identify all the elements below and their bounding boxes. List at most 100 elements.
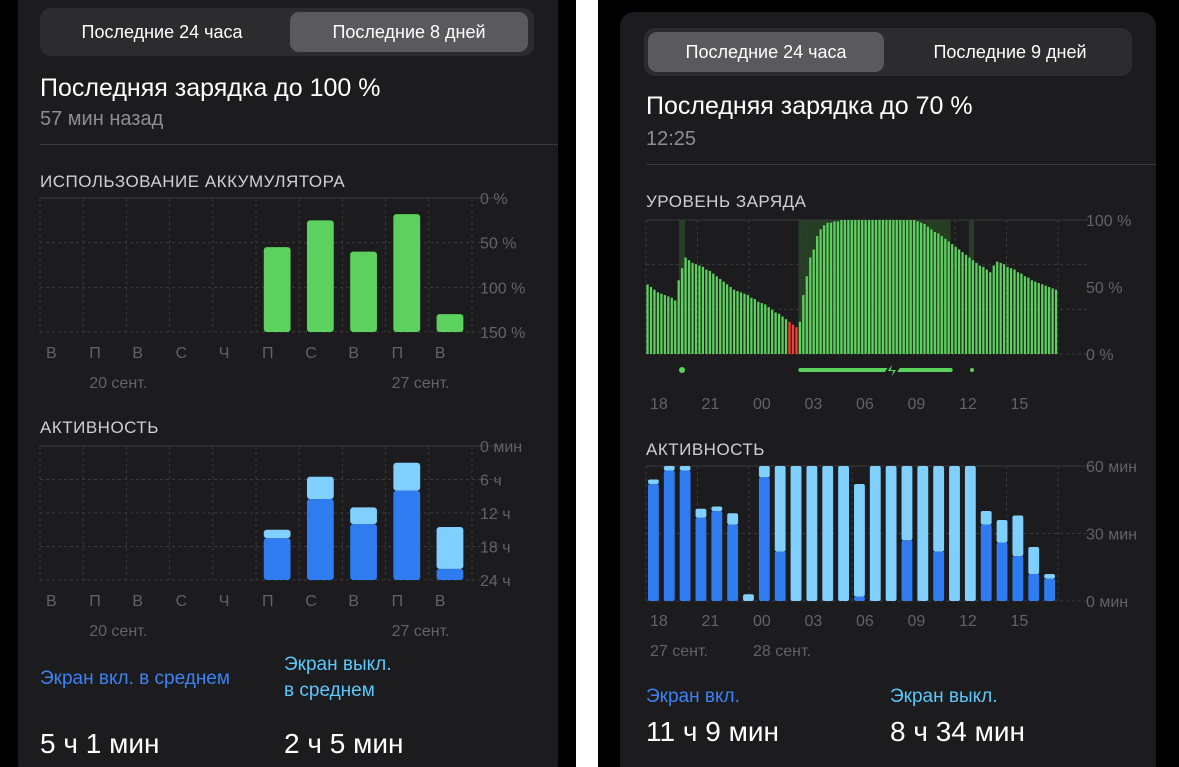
level-bar <box>726 284 729 354</box>
bar <box>806 466 818 601</box>
x-tick-label: П <box>392 593 404 610</box>
battery-usage-heading: ИСПОЛЬЗОВАНИЕ АККУМУЛЯТОРА <box>40 172 346 191</box>
level-bar <box>646 284 649 354</box>
bar <box>774 551 786 601</box>
x-tick-label: 03 <box>805 396 823 413</box>
bar <box>838 466 849 601</box>
battery-level-heading: УРОВЕНЬ ЗАРЯДА <box>646 192 807 211</box>
level-bar <box>971 260 975 354</box>
level-bar <box>968 257 971 354</box>
level-bar <box>947 241 950 354</box>
tab-last-24-hours[interactable]: Последние 24 часа <box>81 21 243 42</box>
bar <box>980 511 992 525</box>
level-bar <box>694 264 698 354</box>
last-charge-title: Последняя зарядка до 100 % <box>40 74 381 102</box>
level-bar <box>802 295 805 354</box>
level-bar <box>926 226 930 354</box>
level-bar <box>722 281 725 354</box>
tab-last-8-days[interactable]: Последние 8 дней <box>290 12 528 52</box>
level-bar <box>712 273 715 354</box>
bar <box>933 551 945 601</box>
level-bar <box>1016 272 1020 354</box>
level-bar <box>1030 280 1033 354</box>
level-bar <box>764 304 767 354</box>
level-bar <box>670 297 673 354</box>
screen-on-label: Экран вкл. <box>646 686 740 707</box>
date-label: 20 сент. <box>89 623 147 640</box>
level-bar <box>736 291 739 354</box>
bar <box>306 220 334 332</box>
screen-off-value: 8 ч 34 мин <box>890 716 1025 747</box>
level-bar <box>909 220 912 354</box>
level-bar <box>750 297 753 354</box>
level-bar <box>867 220 871 354</box>
level-bar <box>899 220 902 354</box>
y-tick-label: 18 ч <box>480 540 511 557</box>
bar <box>774 466 786 552</box>
level-bar <box>1054 289 1058 354</box>
bar <box>695 517 707 601</box>
level-bar <box>701 266 705 354</box>
battery-level-chart: 0 % 50 % 100 % 18 21 00 03 06 09 12 15 <box>645 213 1131 413</box>
bar <box>854 484 865 597</box>
level-bar <box>1027 277 1030 354</box>
level-bar <box>861 220 864 354</box>
bar <box>648 484 659 601</box>
bar <box>964 466 976 601</box>
bar <box>1028 574 1040 601</box>
level-bar <box>729 287 732 354</box>
level-bar <box>1044 285 1047 354</box>
x-tick-label: П <box>89 593 101 610</box>
x-tick-label: В <box>435 345 446 362</box>
x-tick-label: 12 <box>959 396 977 413</box>
tab-last-24-hours[interactable]: Последние 24 часа <box>648 32 884 72</box>
bar <box>885 466 897 601</box>
activity-heading: АКТИВНОСТЬ <box>40 418 159 437</box>
level-bar <box>850 220 853 354</box>
level-bar <box>923 224 926 354</box>
bar <box>1012 515 1024 556</box>
y-tick-label: 50 % <box>480 236 516 253</box>
level-bar <box>812 249 815 354</box>
screen-on-average-label: Экран вкл. в среднем <box>40 668 230 689</box>
level-bar <box>732 289 736 354</box>
level-bar <box>1013 269 1016 354</box>
y-tick-label: 6 ч <box>480 473 502 490</box>
level-bar <box>798 321 801 354</box>
bar <box>996 542 1008 601</box>
bar <box>263 247 291 332</box>
battery-panel-8-days: Последние 24 часа Последние 8 дней После… <box>0 0 576 767</box>
x-tick-label: 09 <box>908 613 926 630</box>
level-bar <box>964 254 968 354</box>
x-tick-label: 06 <box>856 396 874 413</box>
y-tick-label: 100 % <box>1086 213 1131 230</box>
activity-chart: 0 мин 30 мин 60 мин 18 21 00 03 06 09 12 15 27 сент… <box>645 459 1137 660</box>
date-label: 20 сент. <box>89 375 147 392</box>
last-charge-time: 12:25 <box>646 128 697 150</box>
level-bar <box>1003 264 1006 354</box>
level-bar <box>677 280 680 354</box>
level-bar <box>878 220 881 354</box>
bar <box>790 466 802 601</box>
charging-indicator <box>970 368 974 372</box>
x-tick-label: П <box>89 345 101 362</box>
level-bar <box>961 252 964 354</box>
screen-off-label: Экран выкл. <box>890 686 998 707</box>
level-bar <box>871 220 874 354</box>
tab-last-9-days[interactable]: Последние 9 дней <box>933 41 1087 62</box>
bar <box>727 524 739 601</box>
level-bar <box>687 260 691 354</box>
x-tick-label: 15 <box>1011 613 1029 630</box>
x-tick-label: 09 <box>908 396 926 413</box>
level-bar <box>819 229 822 354</box>
level-bar <box>743 293 746 354</box>
level-bar <box>957 249 961 354</box>
level-bar <box>753 299 756 354</box>
level-bar <box>847 220 850 354</box>
bar <box>436 568 464 580</box>
last-charge-title: Последняя зарядка до 70 % <box>646 92 973 120</box>
level-bar <box>822 225 826 354</box>
bar <box>996 520 1008 543</box>
x-tick-label: 00 <box>753 396 771 413</box>
bar <box>1044 578 1055 601</box>
